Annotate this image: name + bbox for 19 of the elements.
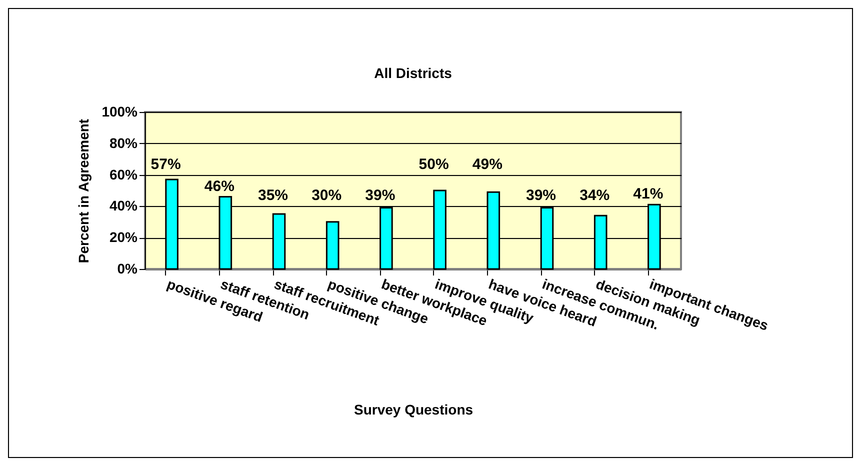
y-tick-label: 40% — [109, 198, 138, 214]
data-label: 50% — [418, 156, 449, 173]
y-tick-label: 60% — [109, 166, 138, 182]
y-tick-label: 0% — [117, 260, 138, 276]
data-label: 39% — [365, 187, 396, 204]
y-tick-label: 80% — [109, 134, 138, 151]
data-label: 35% — [258, 187, 288, 204]
data-label: 30% — [312, 187, 342, 204]
data-label: 34% — [580, 187, 610, 204]
data-label: 57% — [150, 156, 181, 173]
chart-title: All Districts — [374, 65, 452, 81]
y-tick-label: 100% — [102, 104, 138, 120]
y-tick-label: 20% — [109, 229, 138, 246]
data-label: 49% — [472, 156, 502, 173]
y-axis-title: Percent in Agreement — [76, 118, 92, 264]
x-axis-title: Survey Questions — [354, 402, 474, 418]
data-label: 46% — [204, 178, 234, 195]
data-label: 41% — [633, 186, 664, 203]
data-label: 39% — [526, 187, 556, 204]
